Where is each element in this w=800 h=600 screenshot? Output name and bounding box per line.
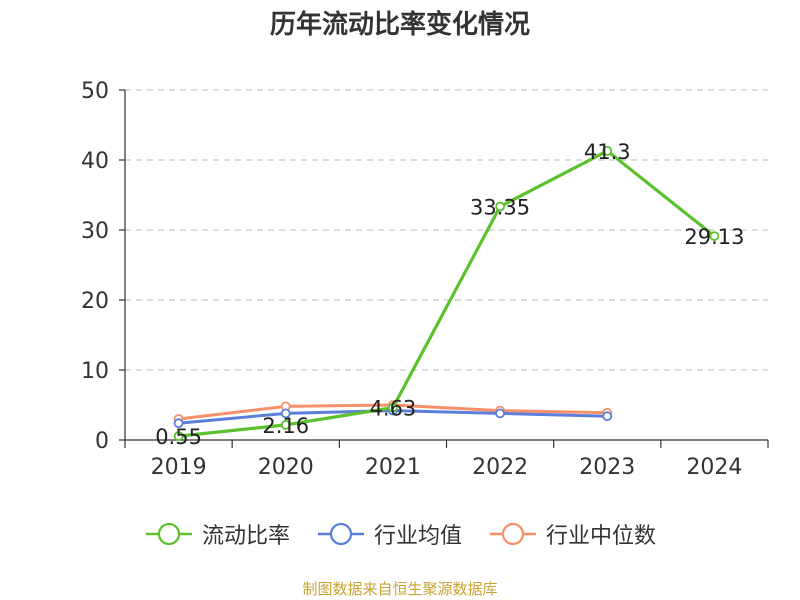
y-tick-label: 30 bbox=[81, 219, 109, 244]
data-label: 2.16 bbox=[262, 414, 309, 438]
legend-swatch-marker bbox=[157, 522, 181, 546]
y-tick-label: 20 bbox=[81, 289, 109, 314]
data-point bbox=[495, 408, 505, 419]
legend-item[interactable]: 流动比率 bbox=[144, 518, 290, 550]
series-line bbox=[178, 149, 716, 438]
x-tick-label: 2022 bbox=[472, 455, 528, 480]
data-point bbox=[280, 408, 291, 419]
legend-label: 流动比率 bbox=[201, 524, 290, 549]
data-label: 33.35 bbox=[470, 196, 530, 220]
x-tick-label: 2023 bbox=[579, 455, 635, 480]
data-label: 29.13 bbox=[684, 225, 744, 249]
chart-title: 历年流动比率变化情况 bbox=[269, 10, 530, 40]
y-tick-label: 0 bbox=[95, 429, 109, 454]
grid-lines bbox=[125, 89, 768, 371]
axes: 0 10 20 30 40 50 2019 2020 2021 2022 2023 2024 bbox=[81, 79, 769, 480]
data-label: 0.55 bbox=[155, 425, 202, 449]
legend-label: 行业均值 bbox=[373, 524, 462, 549]
data-point bbox=[602, 145, 613, 156]
data-point bbox=[280, 419, 291, 430]
series-layer bbox=[173, 145, 720, 442]
data-point bbox=[388, 402, 398, 413]
legend-label: 行业中位数 bbox=[546, 524, 657, 549]
y-tick-label: 40 bbox=[81, 149, 109, 174]
legend-swatch-icon bbox=[317, 522, 364, 546]
legend-item[interactable]: 行业中位数 bbox=[488, 518, 656, 550]
data-point bbox=[173, 431, 184, 442]
data-label: 41.3 bbox=[584, 140, 631, 164]
x-tick-label: 2021 bbox=[365, 455, 421, 480]
data-point bbox=[709, 231, 720, 241]
data-point bbox=[173, 418, 184, 429]
legend-swatch-marker bbox=[329, 522, 353, 546]
source-note: 制图数据来自恒生聚源数据库 bbox=[302, 580, 498, 598]
x-tick-label: 2024 bbox=[686, 455, 742, 480]
y-tick-label: 10 bbox=[81, 359, 109, 384]
x-tick-label: 2019 bbox=[151, 455, 207, 480]
legend-swatch-icon bbox=[490, 522, 536, 546]
legend-swatch-marker bbox=[501, 522, 525, 546]
data-point bbox=[495, 201, 505, 212]
y-tick-label: 50 bbox=[81, 79, 109, 104]
x-tick-label: 2020 bbox=[258, 455, 314, 480]
legend-item[interactable]: 行业均值 bbox=[316, 518, 462, 550]
data-labels: 0.55 2.16 4.63 33.35 41.3 29.13 bbox=[155, 140, 744, 449]
legend-swatch-icon bbox=[145, 522, 192, 546]
legend: 流动比率 行业均值 行业中位数 bbox=[0, 518, 800, 550]
data-label: 4.63 bbox=[370, 397, 417, 421]
data-point bbox=[602, 411, 613, 422]
